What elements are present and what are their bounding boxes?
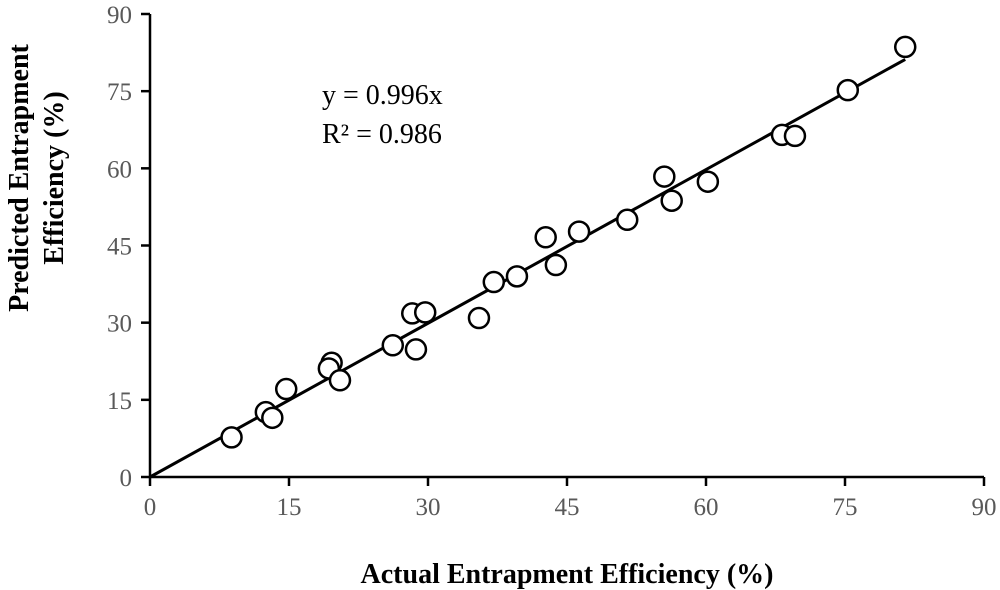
y-tick-labels: 0 15 30 45 60 75 90 xyxy=(107,2,132,492)
y-axis-title-line-1: Predicted Entrapment xyxy=(4,43,35,311)
y-tick-label: 90 xyxy=(107,2,132,29)
x-tick-label: 0 xyxy=(144,494,157,521)
x-axis-title: Actual Entrapment Efficiency (%) xyxy=(361,559,774,590)
y-axis-title-line-2: Efficiency (%) xyxy=(39,91,70,264)
data-point xyxy=(505,265,529,288)
r-squared-annotation: R² = 0.986 xyxy=(322,119,442,150)
equation-annotation: y = 0.996x xyxy=(322,80,443,111)
y-tick-label: 0 xyxy=(120,465,133,492)
data-point xyxy=(274,377,298,401)
data-points xyxy=(220,35,917,449)
data-point xyxy=(261,406,284,430)
y-tick-label: 15 xyxy=(107,388,132,415)
data-point xyxy=(404,338,428,361)
x-tick-label: 90 xyxy=(972,494,997,521)
data-point xyxy=(220,426,243,449)
data-point xyxy=(660,189,683,212)
x-tick-labels: 0 15 30 45 60 75 90 xyxy=(144,494,997,521)
y-tick-label: 75 xyxy=(107,79,132,106)
x-tick-label: 75 xyxy=(833,494,858,521)
data-point xyxy=(413,301,437,324)
x-tick-label: 45 xyxy=(555,494,580,521)
data-point xyxy=(615,208,639,232)
data-point xyxy=(696,170,720,193)
y-tick-label: 60 xyxy=(107,156,132,183)
data-point xyxy=(467,306,491,330)
data-point xyxy=(567,220,591,243)
data-point xyxy=(893,35,917,59)
data-point xyxy=(544,253,568,277)
x-tick-label: 15 xyxy=(277,494,302,521)
axis-ticks xyxy=(141,12,986,486)
x-tick-label: 60 xyxy=(694,494,719,521)
y-tick-label: 30 xyxy=(107,311,132,338)
data-point xyxy=(534,226,557,249)
data-point xyxy=(653,165,676,188)
y-tick-label: 45 xyxy=(107,234,132,261)
data-point xyxy=(381,334,405,357)
data-point xyxy=(482,270,506,294)
x-tick-label: 30 xyxy=(416,494,441,521)
data-point xyxy=(836,78,860,102)
data-point xyxy=(328,369,352,392)
data-point xyxy=(783,124,807,148)
